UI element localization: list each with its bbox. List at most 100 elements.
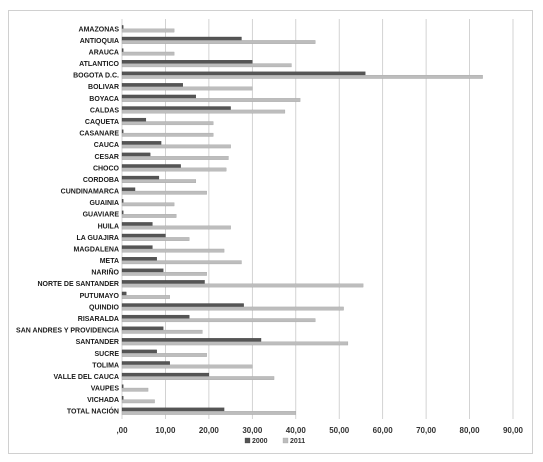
category-label: CESAR xyxy=(94,154,119,161)
bar-2011 xyxy=(121,376,275,380)
legend-label: 2011 xyxy=(290,438,305,445)
bar-2011 xyxy=(121,98,301,102)
bar-2000 xyxy=(121,384,124,389)
bar-2000 xyxy=(121,361,170,366)
bar-2011 xyxy=(121,167,227,172)
category-label: GUAVIARE xyxy=(83,212,120,219)
bar-2011 xyxy=(121,63,292,68)
x-tick-label: 90,00 xyxy=(503,426,524,435)
bar-2000 xyxy=(121,36,242,41)
bar-2000 xyxy=(121,326,164,331)
x-tick-label: 30,00 xyxy=(242,426,263,435)
category-label: SAN ANDRES Y PROVIDENCIA xyxy=(16,328,119,335)
bar-2011 xyxy=(121,295,170,299)
bar-2000 xyxy=(121,338,262,342)
bar-2011 xyxy=(121,28,175,33)
x-tick-label: 80,00 xyxy=(460,426,481,435)
bar-2011 xyxy=(121,364,253,369)
bar-2000 xyxy=(121,164,181,169)
bar-2011 xyxy=(121,237,190,241)
bar-2000 xyxy=(121,187,136,192)
bar-2000 xyxy=(121,268,164,273)
bar-2011 xyxy=(121,248,225,253)
bar-2011 xyxy=(121,40,316,44)
bar-2000 xyxy=(121,106,231,111)
category-label: CAUCA xyxy=(94,142,119,149)
bar-2011 xyxy=(121,202,175,207)
bar-2000 xyxy=(121,175,160,180)
category-label: CUNDINAMARCA xyxy=(61,189,119,196)
category-label: NARIÑO xyxy=(91,268,119,277)
category-label: LA GUAJIRA xyxy=(76,235,119,242)
category-label: PUTUMAYO xyxy=(80,293,120,300)
bar-2000 xyxy=(121,152,151,157)
bar-2000 xyxy=(121,407,225,412)
x-tick-label: 10,00 xyxy=(155,426,176,435)
bar-2000 xyxy=(121,129,124,134)
legend: 2000 2011 xyxy=(244,437,305,445)
bar-2000 xyxy=(121,199,124,203)
grid-lines xyxy=(121,19,514,419)
category-label: BOGOTA D.C. xyxy=(73,73,119,80)
bar-2011 xyxy=(121,156,229,160)
category-label: VICHADA xyxy=(87,397,119,404)
category-label: ARAUCA xyxy=(89,49,119,56)
category-labels: AMAZONAS ANTIOQUIA ARAUCA ATLANTICO BOGOTA D… xyxy=(16,26,120,415)
bar-2011 xyxy=(121,260,242,265)
bar-2000 xyxy=(121,396,124,400)
bar-2000 xyxy=(121,48,124,53)
bar-chart: AMAZONAS ANTIOQUIA ARAUCA ATLANTICO BOGOTA D… xyxy=(16,19,524,445)
category-label: ATLANTICO xyxy=(79,61,119,68)
category-label: GUAINIA xyxy=(89,200,119,207)
bars xyxy=(121,25,483,415)
category-label: CALDAS xyxy=(90,107,119,114)
bar-2011 xyxy=(121,283,364,288)
bar-2000 xyxy=(121,280,205,284)
bar-2000 xyxy=(121,222,153,226)
bar-2011 xyxy=(121,51,175,56)
bar-2000 xyxy=(121,372,210,377)
bar-2000 xyxy=(121,245,153,250)
bar-2000 xyxy=(121,83,183,87)
x-axis-tick-labels: ,00 10,00 20,00 30,00 40,00 50,00 60,00 70,00 80… xyxy=(116,426,523,435)
category-label: TOTAL NACIÓN xyxy=(67,407,119,416)
bar-2011 xyxy=(121,109,286,114)
x-tick-label: 60,00 xyxy=(373,426,394,435)
category-label: VALLE DEL CAUCA xyxy=(54,374,119,381)
category-label: SANTANDER xyxy=(76,339,119,346)
category-label: ANTIOQUIA xyxy=(80,38,119,45)
category-label: AMAZONAS xyxy=(79,26,120,33)
legend-swatch-2000 xyxy=(244,437,251,444)
bar-2011 xyxy=(121,387,149,392)
bar-2011 xyxy=(121,179,197,183)
category-label: VAUPES xyxy=(91,386,120,393)
bar-2011 xyxy=(121,74,483,79)
bar-2011 xyxy=(121,190,207,195)
bar-2011 xyxy=(121,341,349,346)
bar-2000 xyxy=(121,141,162,145)
legend-swatch-2011 xyxy=(282,437,289,444)
bar-2000 xyxy=(121,71,366,76)
category-label: QUINDIO xyxy=(89,304,120,311)
bar-2000 xyxy=(121,60,253,64)
bar-2000 xyxy=(121,117,147,122)
x-tick-label: 70,00 xyxy=(416,426,437,435)
x-tick-label: ,00 xyxy=(116,426,128,435)
bar-2011 xyxy=(121,411,296,415)
category-label: NORTE DE SANTANDER xyxy=(37,281,119,288)
bar-2011 xyxy=(121,353,207,357)
category-label: SUCRE xyxy=(94,351,119,358)
bar-2011 xyxy=(121,214,177,218)
bar-2000 xyxy=(121,210,124,215)
x-tick-label: 20,00 xyxy=(199,426,220,435)
bar-2000 xyxy=(121,257,157,261)
bar-2011 xyxy=(121,121,214,126)
category-label: CASANARE xyxy=(79,131,119,138)
bar-2000 xyxy=(121,94,197,99)
bar-2011 xyxy=(121,144,231,149)
category-label: BOLIVAR xyxy=(88,84,119,91)
bar-2011 xyxy=(121,86,253,91)
bar-2011 xyxy=(121,329,203,334)
category-label: META xyxy=(100,258,119,265)
bar-2000 xyxy=(121,25,124,29)
